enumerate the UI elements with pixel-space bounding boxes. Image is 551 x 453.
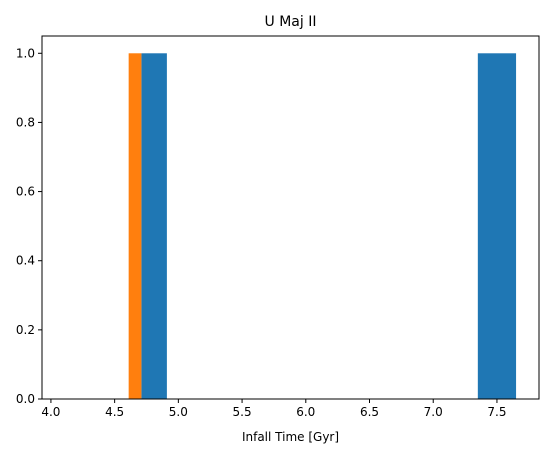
x-tick-label: 4.5 xyxy=(105,405,124,419)
x-tick-label: 6.5 xyxy=(360,405,379,419)
x-tick-label: 4.0 xyxy=(41,405,60,419)
plot-frame xyxy=(41,35,540,400)
bar-series1-0 xyxy=(128,53,142,399)
bar-series0-0 xyxy=(141,53,167,399)
y-tick-label: 0.4 xyxy=(16,254,35,268)
y-tick-label: 1.0 xyxy=(16,46,35,60)
y-tick-label: 0.6 xyxy=(16,185,35,199)
x-axis-label: Infall Time [Gyr] xyxy=(242,430,339,444)
y-tick-label: 0.8 xyxy=(16,115,35,129)
bars-layer xyxy=(128,53,517,399)
x-tick-label: 6.0 xyxy=(296,405,315,419)
y-tick-label: 0.2 xyxy=(16,323,35,337)
x-tick-label: 7.0 xyxy=(424,405,443,419)
y-tick-label: 0.0 xyxy=(16,392,35,406)
x-tick-label: 5.5 xyxy=(233,405,252,419)
y-axis-ticks: 0.0 0.2 0.4 0.6 0.8 1.0 xyxy=(16,46,42,406)
chart-title: U Maj II xyxy=(265,14,317,30)
bar-series0-1 xyxy=(477,53,517,399)
x-axis-ticks: 4.0 4.5 5.0 5.5 6.0 6.5 7.0 7.5 xyxy=(41,399,506,419)
x-tick-label: 7.5 xyxy=(487,405,506,419)
x-tick-label: 5.0 xyxy=(169,405,188,419)
